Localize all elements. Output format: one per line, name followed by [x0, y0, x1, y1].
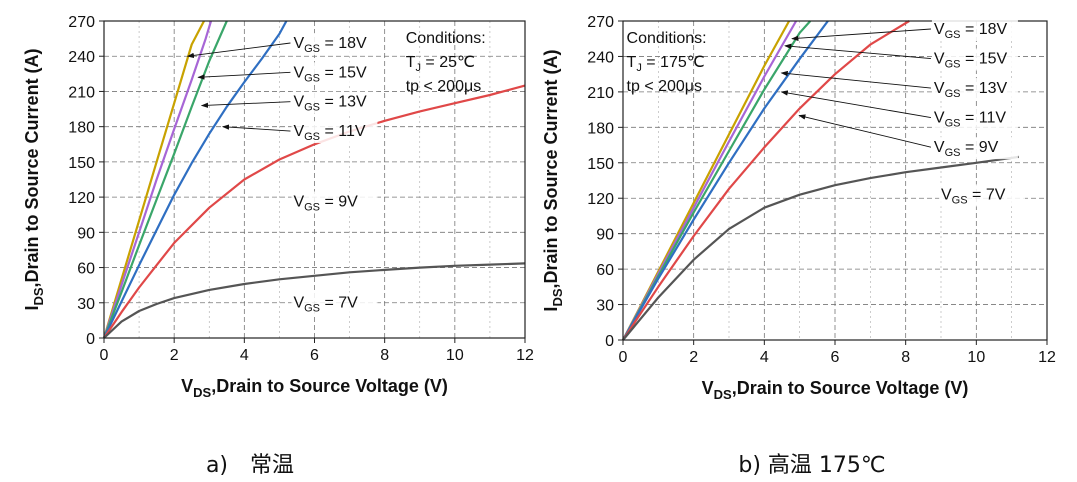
- y-tick-label: 150: [587, 156, 614, 173]
- label-arrow: [186, 42, 291, 59]
- label-backing: [931, 78, 1018, 101]
- x-tick-label: 6: [831, 349, 840, 366]
- x-tick-label: 10: [446, 347, 464, 364]
- x-tick-label: 12: [1038, 349, 1056, 366]
- x-tick-label: 10: [967, 349, 985, 366]
- label-backing: [291, 121, 378, 144]
- series-label: VGS = 7V: [941, 186, 1006, 206]
- series-label: VGS = 13V: [293, 94, 367, 114]
- panel-caption: a) 常温: [206, 453, 294, 478]
- series-label: VGS = 18V: [934, 21, 1008, 41]
- chart-panel-2: 0 2 4 6 8 10 120306090120150180210240270VDS,Dr…: [541, 14, 1056, 478]
- label-backing: [291, 191, 378, 214]
- label-arrow: [197, 71, 291, 80]
- y-tick-label: 90: [77, 225, 95, 242]
- y-tick-label: 120: [68, 190, 95, 207]
- series-line-11v: [622, 20, 829, 341]
- conditions-text: Conditions:: [627, 30, 707, 47]
- label-backing: [931, 48, 1018, 71]
- y-tick-label: 90: [596, 227, 614, 244]
- x-tick-label: 2: [170, 347, 179, 364]
- series-line-15v: [102, 20, 213, 339]
- y-axis-label: IDS,Drain to Source Current (A): [22, 48, 46, 310]
- x-tick-label: 4: [760, 349, 769, 366]
- conditions-text: Conditions:: [406, 30, 486, 47]
- series-label: VGS = 15V: [293, 64, 367, 84]
- y-tick-label: 0: [605, 333, 614, 350]
- x-axis-label: VDS,Drain to Source Voltage (V): [181, 376, 448, 400]
- series-label: VGS = 7V: [293, 294, 358, 314]
- label-arrow: [791, 28, 931, 41]
- y-tick-label: 270: [587, 14, 614, 31]
- y-tick-label: 150: [68, 155, 95, 172]
- conditions-text: tp < 200μs: [627, 78, 703, 95]
- conditions-text: TJ = 25℃: [406, 54, 475, 74]
- series-line-9v: [103, 84, 526, 339]
- y-tick-label: 0: [86, 331, 95, 348]
- y-axis-label: IDS,Drain to Source Current (A): [541, 49, 565, 311]
- x-tick-label: 2: [689, 349, 698, 366]
- x-tick-label: 8: [901, 349, 910, 366]
- series-label: VGS = 18V: [293, 35, 367, 55]
- y-tick-label: 30: [77, 296, 95, 313]
- series-label: VGS = 9V: [293, 194, 358, 214]
- label-backing: [291, 292, 378, 315]
- label-backing: [931, 18, 1018, 41]
- series-label: VGS = 11V: [293, 123, 365, 143]
- y-tick-label: 30: [596, 298, 614, 315]
- label-backing: [931, 137, 1018, 160]
- x-tick-label: 6: [310, 347, 319, 364]
- series-line-13v: [622, 20, 812, 341]
- y-tick-label: 210: [68, 84, 95, 101]
- label-backing: [291, 33, 378, 56]
- x-tick-label: 8: [380, 347, 389, 364]
- y-tick-label: 240: [68, 49, 95, 66]
- label-backing: [291, 91, 378, 114]
- conditions-text: tp < 200μs: [406, 78, 482, 95]
- x-tick-label: 0: [100, 347, 109, 364]
- series-line-13v: [102, 20, 228, 339]
- y-tick-label: 270: [68, 14, 95, 31]
- series-label: VGS = 11V: [934, 110, 1006, 130]
- label-backing: [939, 184, 1025, 207]
- y-tick-label: 240: [587, 49, 614, 66]
- label-arrow: [798, 114, 932, 148]
- series-label: VGS = 13V: [934, 80, 1008, 100]
- series-label: VGS = 15V: [934, 51, 1008, 71]
- y-tick-label: 120: [587, 191, 614, 208]
- y-tick-label: 210: [587, 85, 614, 102]
- conditions-text: TJ = 175℃: [627, 54, 705, 74]
- series-line-18v: [102, 20, 205, 339]
- label-backing: [291, 62, 378, 85]
- panel-caption: b) 高温 175℃: [738, 453, 885, 478]
- series-label: VGS = 9V: [934, 139, 999, 159]
- y-tick-label: 60: [596, 262, 614, 279]
- label-arrow: [784, 43, 931, 59]
- label-arrow: [780, 70, 931, 89]
- x-tick-label: 0: [619, 349, 628, 366]
- label-backing: [931, 107, 1018, 130]
- x-axis-label: VDS,Drain to Source Voltage (V): [702, 378, 969, 402]
- x-tick-label: 12: [516, 347, 534, 364]
- series-line-9v: [622, 20, 910, 341]
- series-line-11v: [103, 20, 288, 339]
- label-arrow: [221, 124, 291, 132]
- y-tick-label: 180: [587, 120, 614, 137]
- chart-panel-1: 0 2 4 6 8 10 120306090120150180210240270VDS,Dr…: [22, 14, 534, 478]
- x-tick-label: 4: [240, 347, 249, 364]
- series-line-7v: [622, 155, 1019, 341]
- label-arrow: [200, 101, 291, 108]
- series-line-7v: [103, 262, 526, 339]
- label-arrow: [780, 90, 932, 119]
- y-tick-label: 180: [68, 120, 95, 137]
- y-tick-label: 60: [77, 261, 95, 278]
